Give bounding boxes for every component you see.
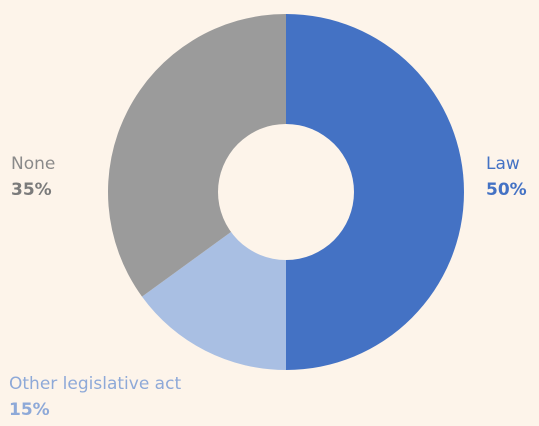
label-none-value: 35%	[11, 180, 52, 200]
label-none-name: None	[11, 154, 56, 174]
label-law: Law 50%	[486, 151, 527, 203]
label-other-legislative-act-name: Other legislative act	[9, 374, 182, 394]
donut-hole	[218, 124, 354, 260]
slice-none	[108, 14, 286, 297]
label-other-legislative-act: Other legislative act 15%	[9, 371, 181, 423]
label-law-value: 50%	[486, 180, 527, 200]
label-law-name: Law	[486, 154, 520, 174]
label-none: None 35%	[11, 151, 55, 203]
slice-law	[286, 14, 464, 370]
label-other-legislative-act-value: 15%	[9, 400, 50, 420]
